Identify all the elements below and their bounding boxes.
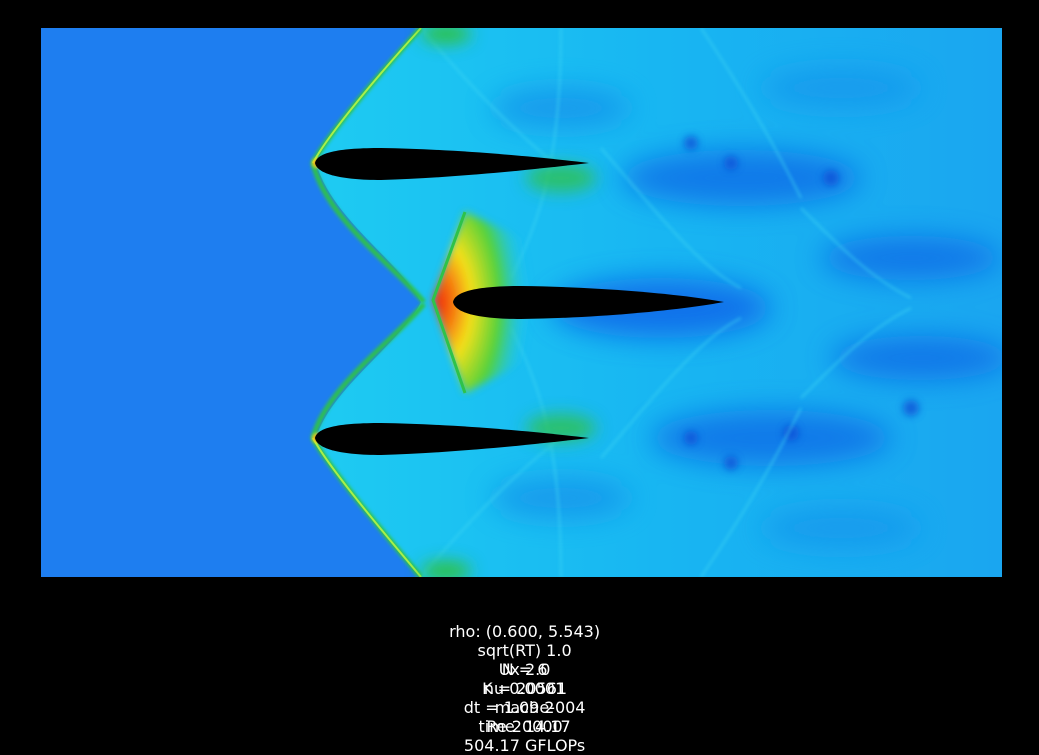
timestep-value: dt = 1.09e-004 <box>463 698 586 717</box>
sqrt-rt-value: sqrt(RT) 1.0 <box>477 641 572 660</box>
element-count: K = 20561 <box>482 679 568 698</box>
nu-value: nu 0.0001 <box>483 679 566 698</box>
ux-value: Ux 2.0 <box>498 660 551 679</box>
density-field-visualization <box>41 28 1002 577</box>
top-airfoil <box>315 148 589 180</box>
center-airfoil <box>453 286 724 319</box>
vortex-cores <box>684 136 919 470</box>
bottom-airfoil <box>315 423 589 455</box>
edge-blooms <box>421 28 596 577</box>
order-value: N = 6 <box>501 660 548 679</box>
density-range: rho: (0.600, 5.543) <box>449 622 601 641</box>
time-value: time 14.17 <box>478 717 571 736</box>
wake-vortices <box>491 68 1002 548</box>
gflops-value: 504.17 GFLOPs <box>463 736 586 755</box>
solver-stats-line: N = 6 K = 20561 dt = 1.09e-004 time 14.1… <box>0 641 1039 755</box>
